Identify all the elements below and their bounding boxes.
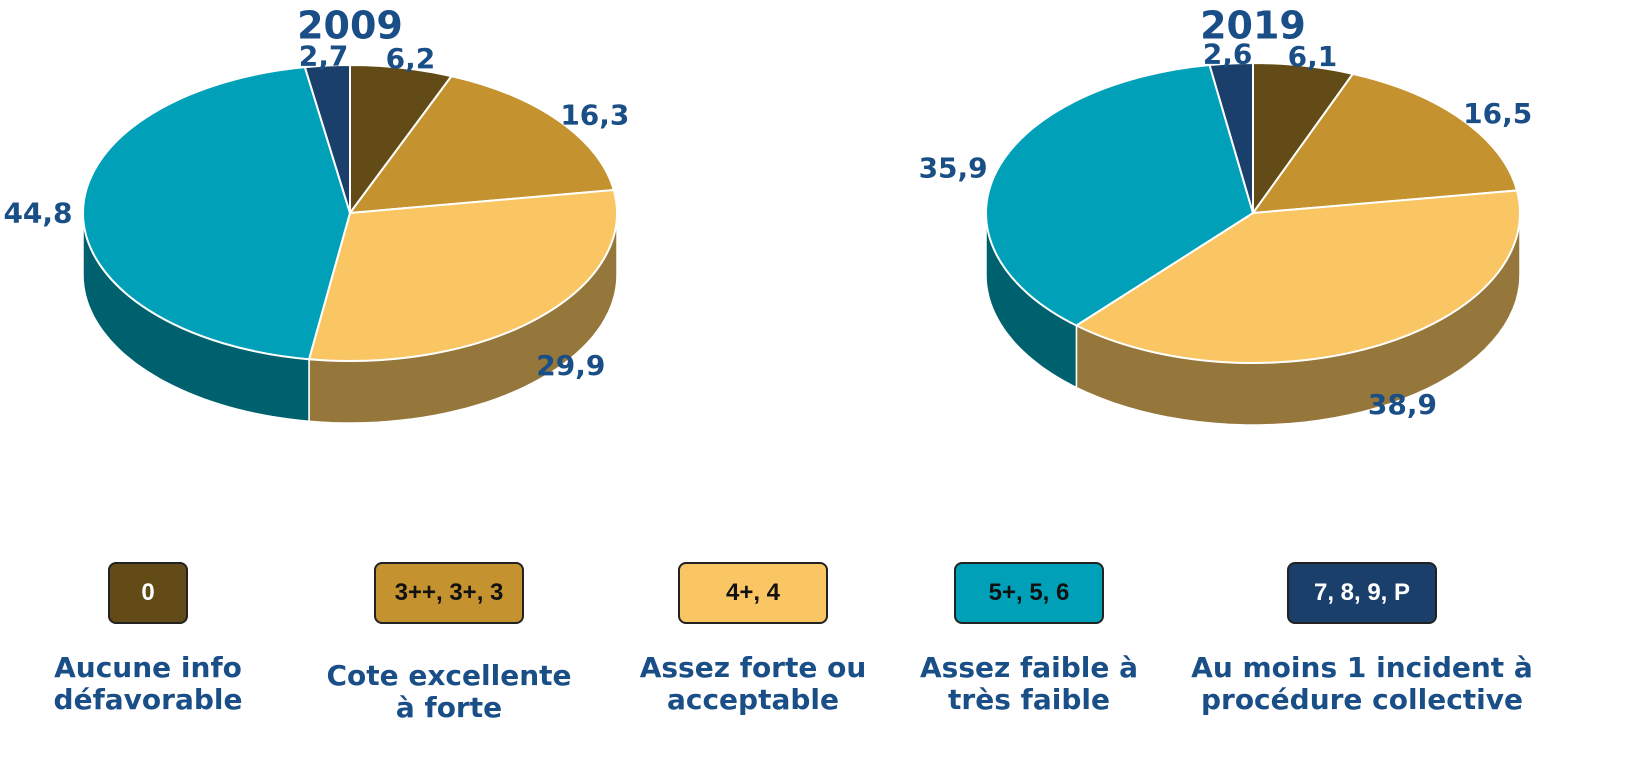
legend-label: Assez forte ou acceptable: [639, 651, 867, 716]
pie-slice: [1074, 189, 1521, 364]
legend-swatch: 4+, 4: [678, 562, 828, 624]
legend-swatch: 7, 8, 9, P: [1287, 562, 1437, 624]
value-label: 44,8: [3, 197, 72, 230]
value-label: 6,2: [386, 42, 436, 75]
legend-label: Cote excellente à forte: [326, 659, 572, 724]
legend-swatch: 5+, 5, 6: [954, 562, 1104, 624]
chart-title: 2009: [297, 4, 403, 48]
value-label: 29,9: [536, 349, 605, 382]
pie-slice: [347, 74, 616, 215]
value-label: 16,3: [560, 98, 629, 131]
pie-slice: [1250, 72, 1519, 215]
pie-slice: [303, 63, 351, 214]
value-label: 2,6: [1203, 38, 1253, 71]
pie-slice: [307, 188, 618, 362]
chart-title: 2019: [1200, 4, 1306, 48]
value-label: 38,9: [1368, 388, 1437, 421]
legend-label: Aucune info défavorable: [53, 651, 243, 716]
value-label: 2,7: [299, 40, 349, 73]
legend-label: Assez faible à très faible: [920, 651, 1138, 716]
pie-slice: [985, 63, 1255, 327]
pie-slice: [1208, 61, 1254, 214]
legend-label: Au moins 1 incident à procédure collecti…: [1191, 651, 1533, 716]
legend-swatch: 3++, 3+, 3: [374, 562, 524, 624]
value-label: 35,9: [919, 151, 988, 184]
value-label: 16,5: [1463, 97, 1532, 130]
value-label: 6,1: [1288, 40, 1338, 73]
legend-swatch: 0: [108, 562, 188, 624]
pie-slice: [82, 66, 352, 361]
